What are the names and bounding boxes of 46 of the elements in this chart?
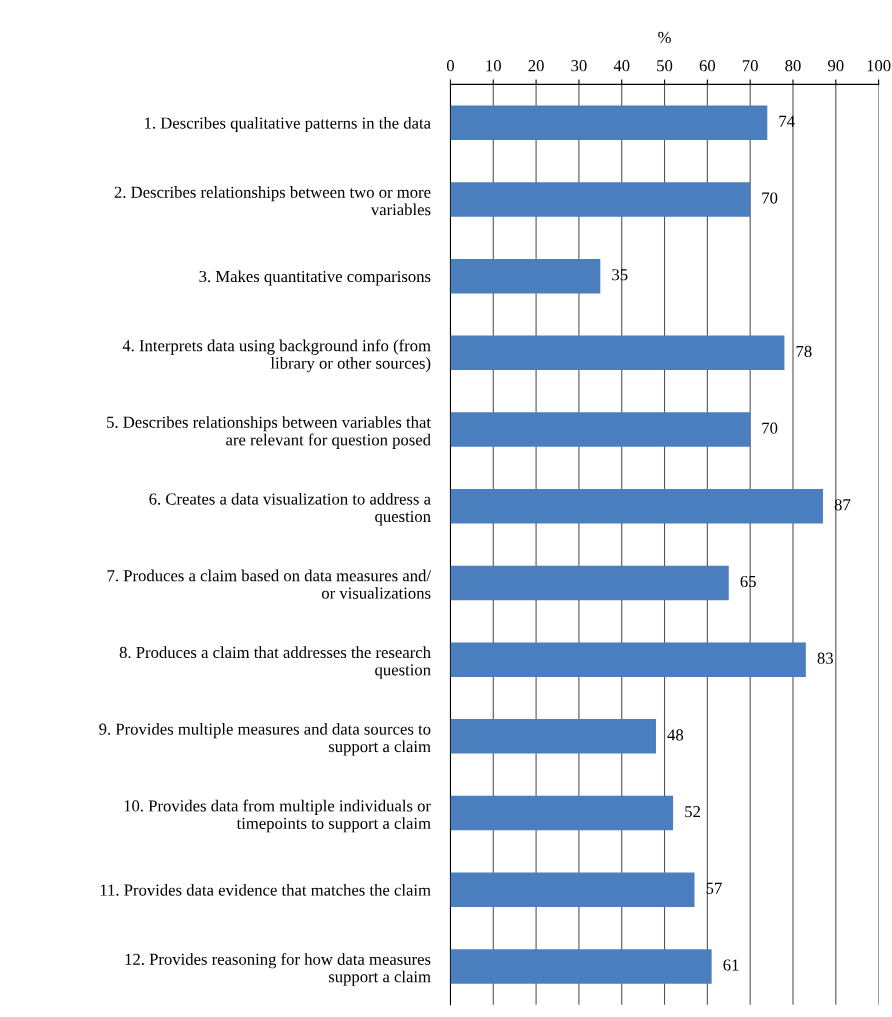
data-label: 70 bbox=[762, 192, 778, 204]
y-tick-label: 3. Makes quantitative comparisons bbox=[199, 270, 431, 286]
y-tick-label: 9. Provides multiple measures and data sources to support a claim bbox=[99, 723, 431, 756]
x-tick-label: 90 bbox=[828, 60, 844, 72]
data-label: 70 bbox=[762, 422, 778, 434]
x-tick-label: 60 bbox=[699, 60, 716, 72]
bar bbox=[450, 335, 785, 371]
y-tick-label: 6. Creates a data visualization to address a question bbox=[149, 492, 431, 526]
bar bbox=[450, 105, 768, 141]
bar bbox=[450, 412, 751, 447]
y-tick-label: 5. Describes relationships between variables that are relevant for question posed bbox=[107, 416, 431, 449]
x-tick-label: 20 bbox=[528, 60, 544, 72]
y-tick-label: 2. Describes relationships between two or more variables bbox=[114, 186, 431, 216]
bar bbox=[450, 182, 751, 217]
x-tick-label: 80 bbox=[785, 60, 801, 72]
y-tick-label: 8. Produces a claim that addresses the research question bbox=[119, 646, 431, 679]
data-label: 74 bbox=[779, 115, 795, 127]
data-label: 78 bbox=[796, 345, 812, 358]
x-tick-label: 100 bbox=[867, 60, 891, 72]
data-label: 65 bbox=[740, 575, 756, 588]
bar bbox=[450, 949, 712, 984]
y-tick-label: 10. Provides data from multiple individuals or timepoints to support a claim bbox=[124, 799, 431, 833]
y-tick-label: 12. Provides reasoning for how data measures support a claim bbox=[125, 953, 431, 986]
y-tick-label: 11. Provides data evidence that matches the claim bbox=[100, 883, 431, 896]
data-label: 83 bbox=[817, 652, 833, 664]
x-tick-label: 40 bbox=[613, 60, 630, 72]
y-tick-label: 4. Interprets data using background info (from library or other sources) bbox=[122, 339, 431, 373]
bar bbox=[450, 489, 823, 524]
bar bbox=[450, 795, 674, 831]
x-tick-label: 10 bbox=[486, 60, 501, 72]
bar bbox=[450, 642, 806, 677]
y-tick-label: 1. Describes qualitative patterns in the data bbox=[145, 116, 431, 133]
x-tick-label: 70 bbox=[742, 60, 758, 72]
data-label: 87 bbox=[834, 499, 851, 511]
bar bbox=[450, 719, 656, 754]
y-tick-label: 7. Produces a claim based on data measures and/ or visualizations bbox=[107, 569, 431, 599]
x-tick-label: 30 bbox=[571, 60, 587, 72]
data-label: 48 bbox=[667, 729, 684, 741]
data-label: 52 bbox=[685, 806, 700, 818]
x-tick-label: 0 bbox=[446, 60, 454, 72]
x-axis-title: % bbox=[658, 31, 671, 44]
bar bbox=[450, 258, 601, 294]
bar bbox=[450, 565, 729, 601]
data-label: 61 bbox=[723, 959, 739, 971]
bar bbox=[450, 872, 695, 908]
x-tick-label: 50 bbox=[657, 60, 673, 72]
